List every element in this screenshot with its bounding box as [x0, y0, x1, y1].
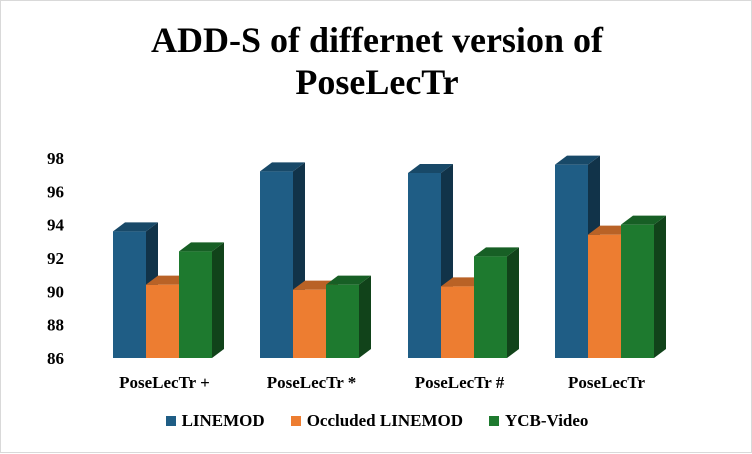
bar-top — [179, 242, 224, 252]
bar — [146, 284, 179, 358]
bar — [474, 256, 507, 358]
chart-title-line1: ADD-S of differnet version of — [151, 20, 603, 60]
bar — [326, 284, 359, 358]
bar-top — [555, 155, 600, 165]
bar-top — [474, 247, 519, 257]
bar-top — [113, 222, 158, 232]
y-tick-label: 86 — [47, 349, 64, 368]
y-tick-label: 88 — [47, 316, 64, 335]
legend-label: LINEMOD — [181, 411, 265, 430]
bar-top — [408, 164, 453, 173]
bar — [293, 289, 326, 358]
y-tick-label: 96 — [47, 182, 64, 201]
bar — [621, 224, 654, 358]
legend-label: Occluded LINEMOD — [306, 411, 463, 430]
bar-side — [654, 215, 666, 358]
y-tick-label: 90 — [47, 282, 64, 301]
bar — [113, 231, 146, 358]
bar — [408, 173, 441, 358]
bar — [260, 171, 293, 358]
chart-title: ADD-S of differnet version of PoseLecTr — [1, 19, 752, 103]
bar — [555, 164, 588, 358]
legend-item: LINEMOD — [165, 411, 265, 431]
bar — [179, 251, 212, 358]
bar — [441, 286, 474, 358]
legend-swatch — [165, 416, 176, 426]
legend-swatch — [290, 416, 301, 426]
chart-legend: LINEMOD Occluded LINEMOD YCB-Video — [1, 411, 752, 431]
x-tick-label: PoseLecTr — [568, 373, 646, 392]
x-tick-label: PoseLecTr * — [267, 373, 357, 392]
y-tick-label: 94 — [47, 216, 65, 235]
legend-item: YCB-Video — [489, 411, 588, 431]
y-tick-label: 98 — [47, 149, 64, 168]
bar — [588, 234, 621, 358]
x-tick-label: PoseLecTr # — [415, 373, 505, 392]
bar-side — [212, 242, 224, 358]
bar-side — [359, 275, 371, 358]
chart-title-line2: PoseLecTr — [295, 62, 459, 102]
legend-label: YCB-Video — [505, 411, 589, 430]
bar-top — [260, 162, 305, 172]
bar-top — [621, 215, 666, 225]
bar-side — [507, 247, 519, 358]
bar-top — [326, 275, 371, 285]
legend-swatch — [489, 416, 499, 426]
x-tick-label: PoseLecTr + — [119, 373, 210, 392]
y-tick-label: 92 — [47, 249, 64, 268]
legend-item: Occluded LINEMOD — [290, 411, 463, 431]
